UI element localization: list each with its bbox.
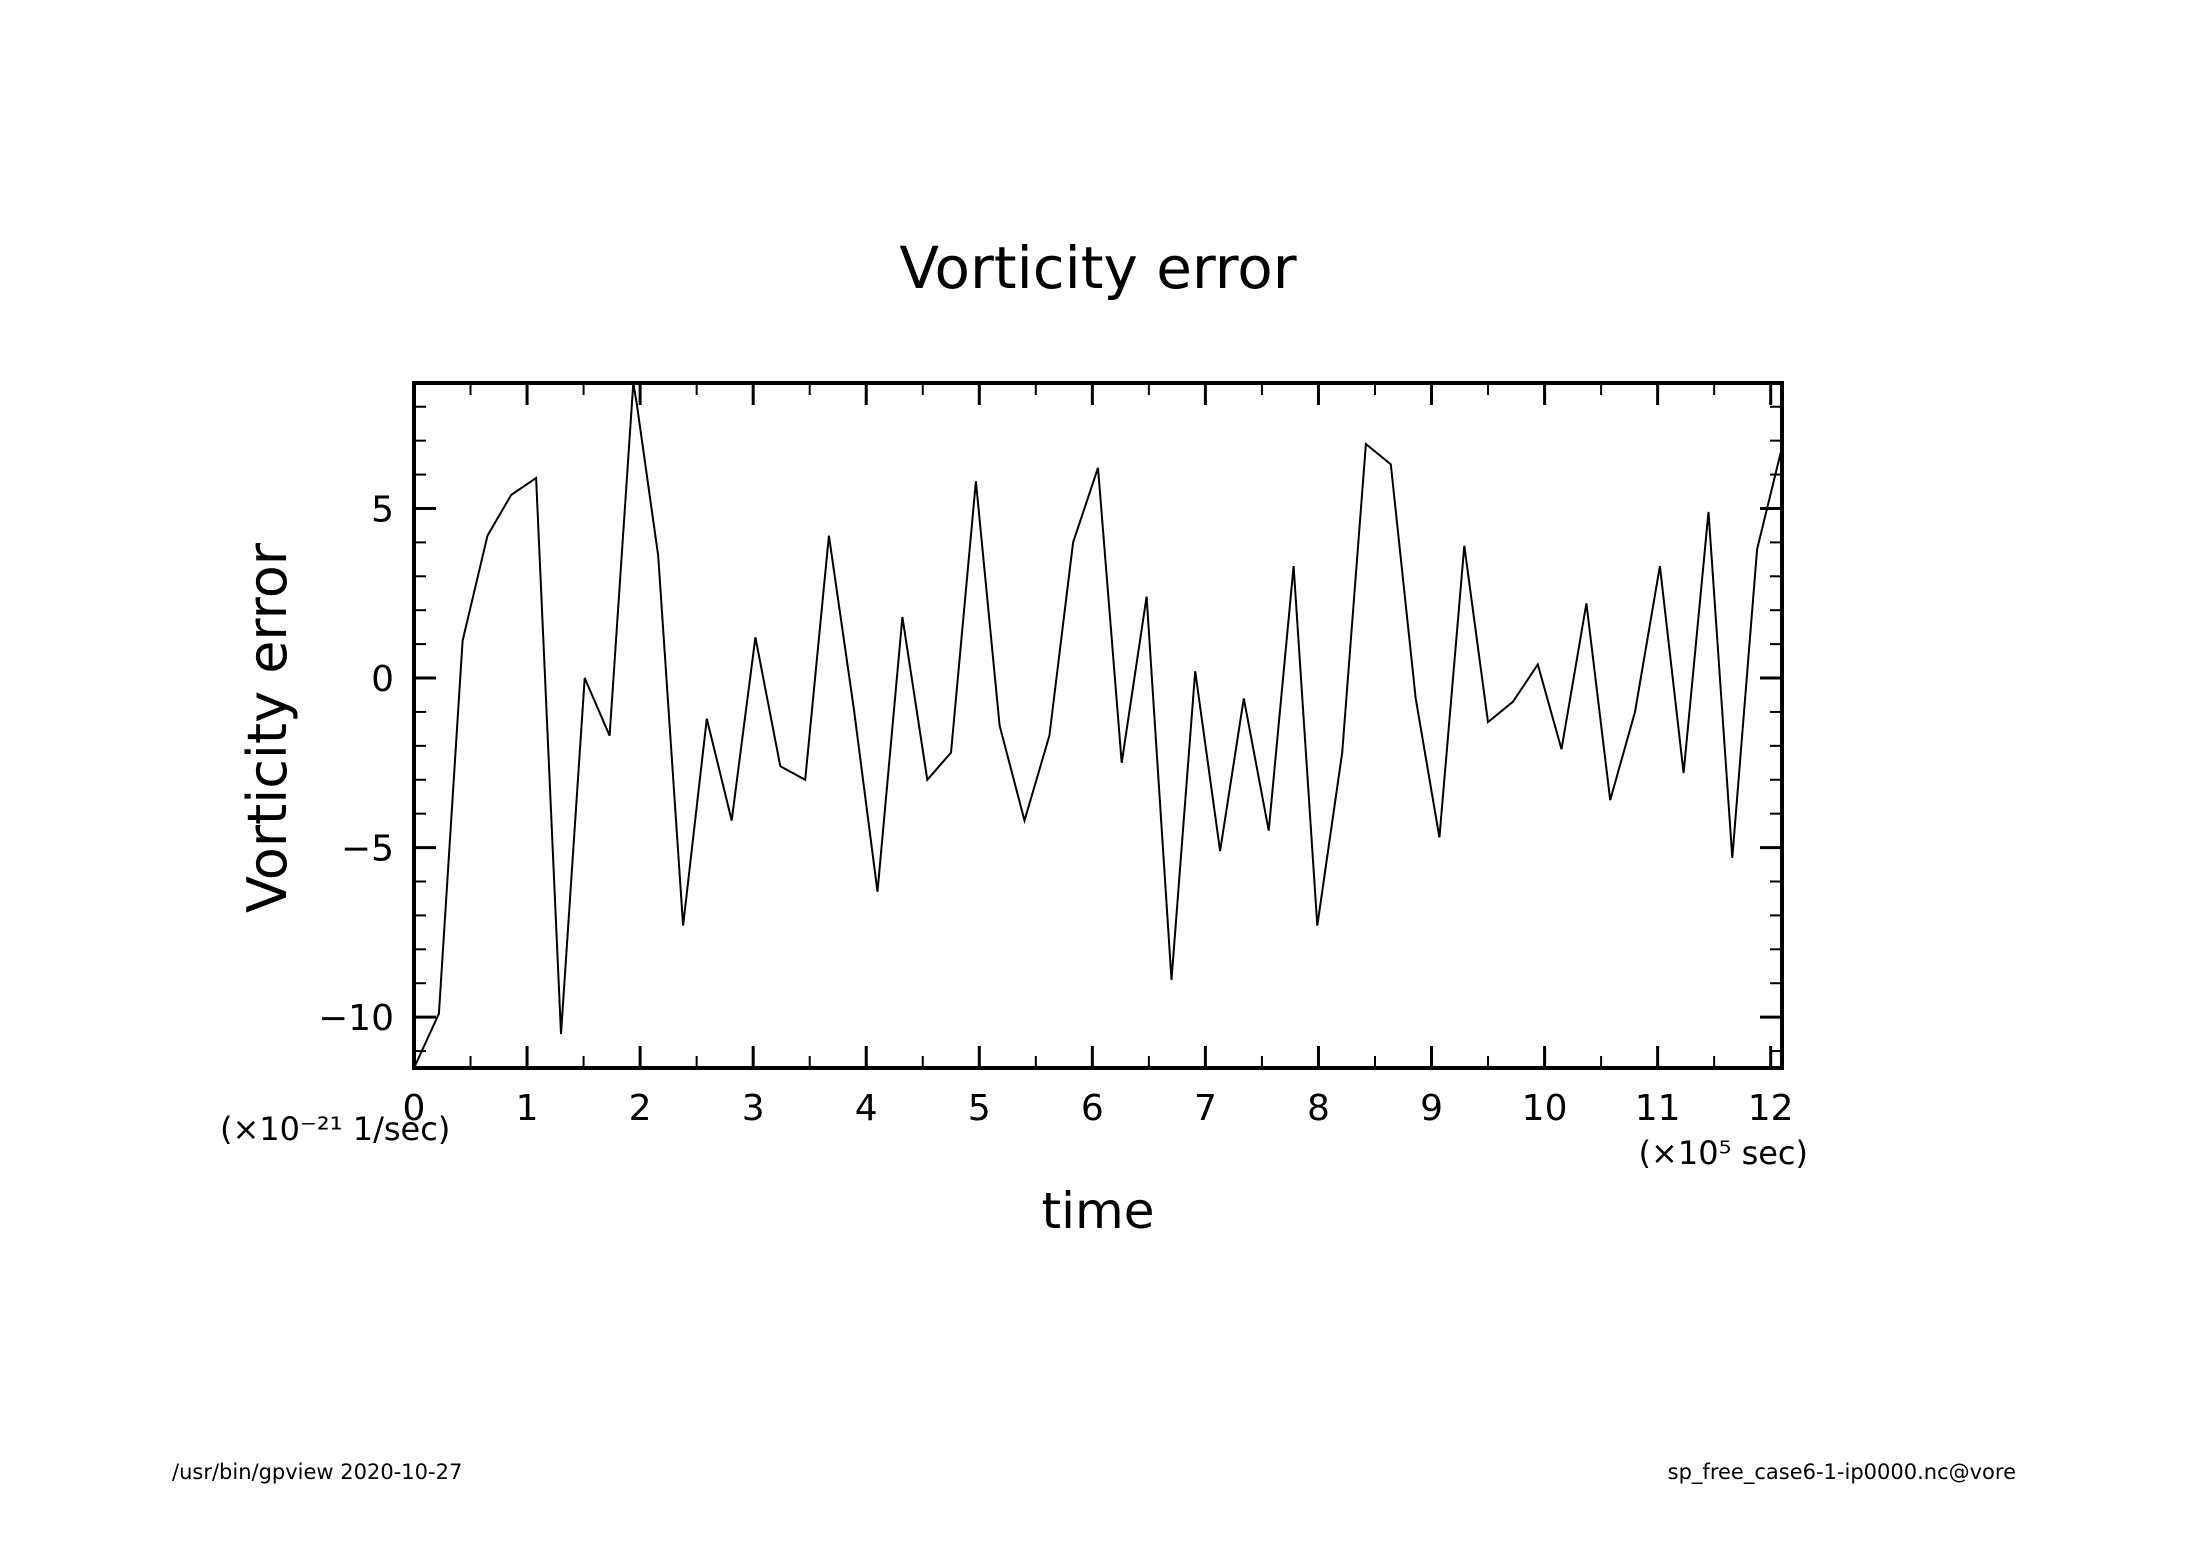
y-tick-label: −5 <box>341 829 394 870</box>
y-axis-unit-label: (×10⁻²¹ 1/sec) <box>220 1110 450 1148</box>
y-axis-label: Vorticity error <box>236 542 299 913</box>
x-tick-label: 6 <box>1081 1088 1104 1129</box>
x-tick-label: 5 <box>968 1088 991 1129</box>
x-tick-label: 11 <box>1635 1088 1681 1129</box>
chart-title: Vorticity error <box>899 234 1296 302</box>
x-tick-label: 9 <box>1420 1088 1443 1129</box>
x-tick-label: 7 <box>1194 1088 1217 1129</box>
x-tick-label: 2 <box>629 1088 652 1129</box>
y-tick-label: 0 <box>371 659 394 700</box>
x-tick-label: 10 <box>1522 1088 1568 1129</box>
x-tick-label: 12 <box>1748 1088 1794 1129</box>
y-tick-label: −10 <box>318 998 394 1039</box>
x-tick-label: 0 <box>403 1088 426 1129</box>
x-tick-label: 8 <box>1307 1088 1330 1129</box>
x-axis-unit-label: (×10⁵ sec) <box>1639 1134 1808 1172</box>
series-line <box>413 382 1783 1069</box>
x-tick-label: 3 <box>742 1088 765 1129</box>
x-axis-label: time <box>1042 1182 1155 1240</box>
plot-frame <box>412 381 1784 1070</box>
axis-ticks <box>412 383 1782 1068</box>
footer-left-text: /usr/bin/gpview 2020-10-27 <box>172 1460 463 1484</box>
x-tick-label: 1 <box>516 1088 539 1129</box>
footer-right-text: sp_free_case6-1-ip0000.nc@vore <box>1667 1460 2016 1484</box>
x-tick-label: 4 <box>855 1088 878 1129</box>
y-tick-label: 5 <box>371 489 394 530</box>
